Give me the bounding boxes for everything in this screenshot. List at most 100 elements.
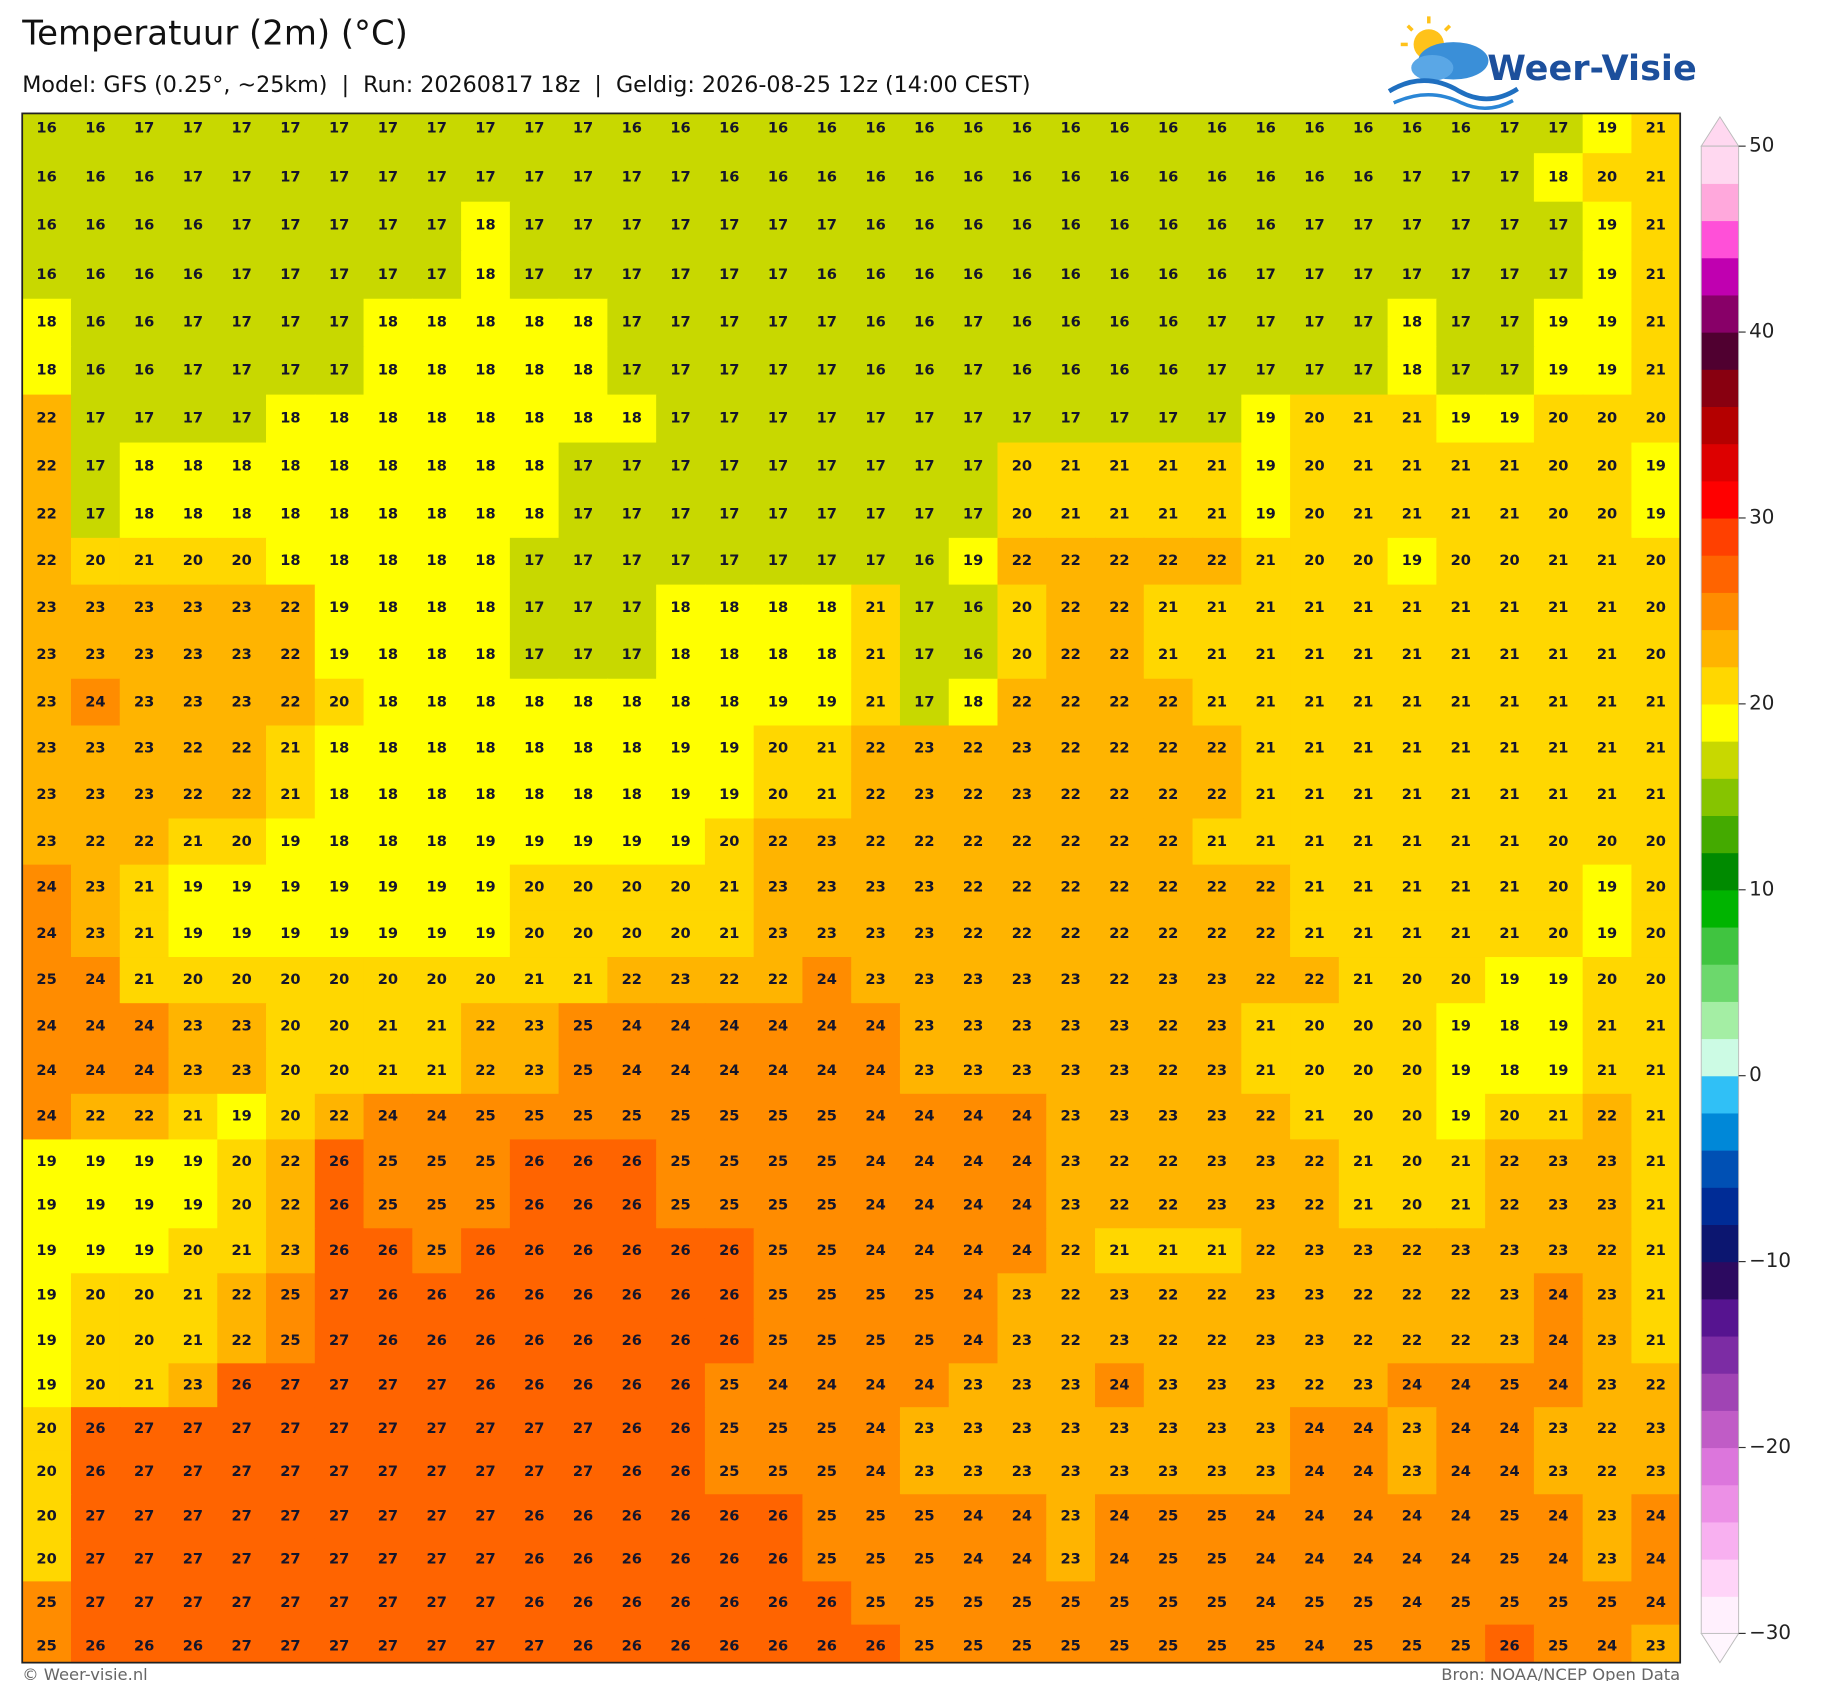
temperature-cell [1533,1450,1584,1495]
temperature-cell [753,346,804,396]
temperature-label: 16 [817,266,837,283]
temperature-cell [948,771,999,820]
temperature-label: 21 [1646,169,1666,186]
temperature-label: 20 [524,925,544,942]
temperature-label: 27 [427,1507,447,1524]
temperature-cell [363,1538,414,1583]
temperature-label: 17 [378,169,398,186]
temperature-label: 19 [719,739,739,756]
temperature-label: 22 [1109,552,1129,569]
temperature-label: 19 [183,1196,203,1213]
temperature-cell [1631,201,1681,251]
temperature-label: 24 [1012,1551,1032,1568]
temperature-label: 18 [134,458,154,475]
temperature-cell [753,771,804,820]
temperature-cell [656,864,706,912]
temperature-cell [997,1407,1047,1452]
temperature-label: 24 [36,925,56,942]
temperature-label: 21 [378,1062,398,1079]
temperature-label: 22 [1207,1332,1227,1349]
temperature-cell [899,201,950,251]
temperature-cell [1192,725,1243,773]
temperature-cell [607,1494,657,1539]
temperature-label: 17 [670,217,690,234]
colorbar-band [1701,815,1739,854]
temperature-cell [1631,631,1681,680]
temperature-label: 23 [1060,1062,1080,1079]
temperature-label: 21 [378,1018,398,1035]
temperature-cell [412,1407,462,1452]
temperature-cell [70,1139,121,1185]
temperature-label: 17 [1256,314,1276,331]
temperature-label: 23 [36,694,56,711]
temperature-label: 17 [914,505,934,522]
temperature-cell [704,394,755,444]
temperature-label: 26 [524,1594,544,1611]
temperature-cell [899,678,950,727]
temperature-cell [314,1538,365,1583]
temperature-label: 16 [719,169,739,186]
temperature-label: 23 [134,599,154,616]
temperature-cell [558,1624,609,1664]
temperature-cell [1387,1139,1438,1185]
temperature-cell [997,1624,1047,1664]
temperature-label: 20 [573,878,593,895]
temperature-cell [948,394,999,444]
temperature-cell [1192,490,1243,539]
temperature-label: 22 [1402,1242,1422,1259]
temperature-cell [1631,771,1681,820]
temperature-cell [1485,1407,1535,1452]
temperature-label: 26 [622,1551,642,1568]
temperature-label: 21 [1597,739,1617,756]
temperature-label: 23 [1109,1062,1129,1079]
temperature-cell [802,910,852,958]
temperature-cell [607,1318,657,1365]
temperature-label: 22 [1158,1196,1178,1213]
temperature-cell [1143,957,1194,1004]
colorbar-band [1701,852,1739,891]
temperature-cell [266,346,316,396]
temperature-cell [656,818,706,866]
temperature-cell [1046,1139,1096,1185]
temperature-cell [1192,1581,1243,1626]
temperature-label: 27 [427,1377,447,1394]
temperature-label: 25 [475,1196,495,1213]
temperature-label: 16 [1060,217,1080,234]
temperature-label: 19 [1597,314,1617,331]
temperature-cell [1631,442,1681,492]
temperature-cell [1192,346,1243,396]
temperature-cell [1046,442,1096,492]
temperature-label: 25 [36,1637,56,1654]
temperature-label: 26 [573,1196,593,1213]
temperature-label: 17 [768,410,788,427]
temperature-cell [607,584,657,633]
temperature-label: 16 [36,120,56,137]
temperature-label: 21 [183,1287,203,1304]
temperature-cell [1387,1003,1438,1050]
temperature-cell [509,298,560,348]
temperature-cell [1533,771,1584,820]
temperature-cell [1338,1538,1389,1583]
temperature-label: 17 [1353,362,1373,379]
temperature-label: 17 [1158,410,1178,427]
temperature-label: 23 [1158,1108,1178,1125]
temperature-cell [558,1538,609,1583]
temperature-label: 24 [1353,1507,1373,1524]
temperature-label: 25 [817,1108,837,1125]
temperature-label: 17 [329,217,349,234]
temperature-label: 21 [427,1062,447,1079]
temperature-label: 17 [622,646,642,663]
temperature-cell [753,584,804,633]
temperature-cell [704,1538,755,1583]
temperature-cell [1631,346,1681,396]
temperature-cell [1485,1450,1535,1495]
temperature-cell [1241,1003,1291,1050]
colorbar-band [1701,1038,1739,1077]
temperature-cell [22,298,72,348]
temperature-label: 23 [1548,1153,1568,1170]
temperature-cell [1046,1048,1096,1095]
temperature-cell [70,1494,121,1539]
temperature-cell [1192,957,1243,1004]
temperature-label: 24 [768,1062,788,1079]
temperature-label: 25 [768,1332,788,1349]
